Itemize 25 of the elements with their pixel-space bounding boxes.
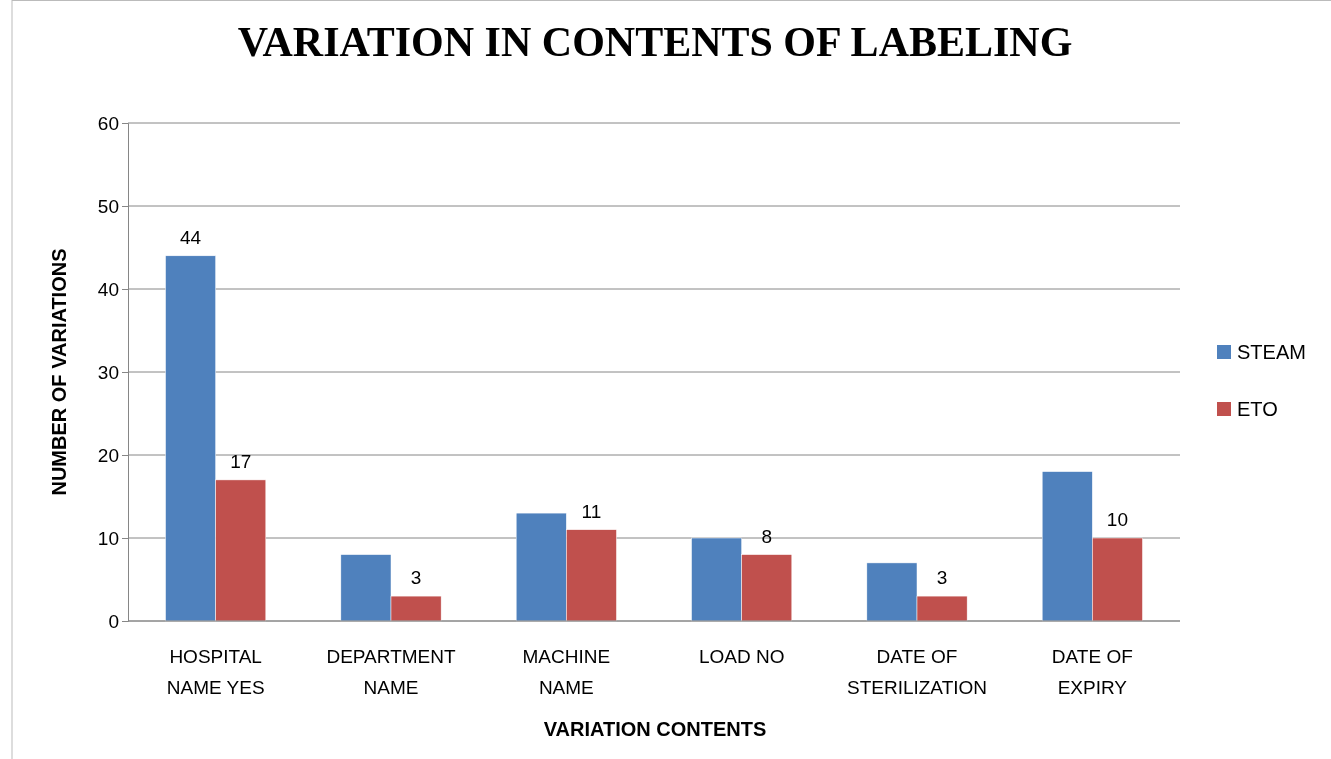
x-axis-title: VARIATION CONTENTS <box>543 718 767 740</box>
chart-title: VARIATION IN CONTENTS OF LABELING <box>237 19 1073 65</box>
y-tick-label: 30 <box>97 361 119 383</box>
data-label: 8 <box>761 525 773 547</box>
data-label: 17 <box>230 450 252 472</box>
x-tick-label: HOSPITAL NAME YES <box>166 646 265 698</box>
y-tick-label: 0 <box>108 610 119 632</box>
x-tick-label: LOAD NO <box>698 646 785 667</box>
y-tick-label: 10 <box>97 527 119 549</box>
data-label: 10 <box>1106 509 1128 530</box>
legend-label: ETO <box>1237 398 1278 420</box>
legend-label: STEAM <box>1237 341 1306 363</box>
data-label: 3 <box>410 567 422 589</box>
x-tick-label: DATE OF STERILIZATION <box>846 646 988 698</box>
data-label: 3 <box>936 567 948 589</box>
y-tick-label: 40 <box>97 278 119 300</box>
x-tick-label: MACHINE NAME <box>522 646 611 698</box>
data-label: 44 <box>180 226 202 248</box>
x-tick-label: DATE OF EXPIRY <box>1051 646 1133 698</box>
x-tick-label: DEPARTMENT NAME <box>326 646 456 698</box>
y-tick-label: 50 <box>97 195 119 217</box>
y-axis-title: NUMBER OF VARIATIONS <box>48 248 70 496</box>
data-label: 11 <box>581 500 602 522</box>
y-tick-label: 60 <box>97 112 119 134</box>
y-tick-label: 20 <box>97 444 119 466</box>
